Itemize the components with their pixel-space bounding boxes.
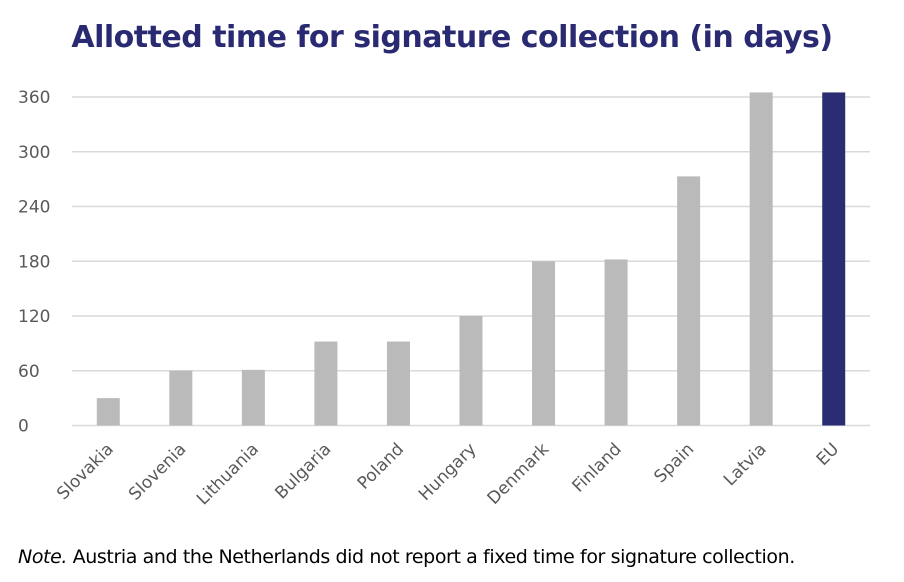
y-tick-label: 60 (18, 362, 40, 382)
y-tick-label: 180 (18, 252, 50, 272)
bar-slovenia (169, 370, 193, 426)
x-tick-label: Bulgaria (271, 439, 335, 503)
note-label: Note. (18, 546, 68, 568)
x-tick-label: Slovenia (125, 439, 190, 504)
y-tick-label: 360 (18, 88, 50, 108)
bar-lithuania (241, 369, 265, 426)
x-tick-label: Hungary (415, 439, 480, 504)
bar-spain (677, 176, 701, 426)
x-tick-label: EU (813, 439, 844, 470)
bar-latvia (749, 92, 773, 426)
y-tick-label: 300 (18, 143, 50, 163)
x-tick-label: Slovakia (53, 439, 118, 504)
bar-eu (822, 92, 846, 426)
bar-hungary (459, 316, 483, 426)
x-tick-label: Denmark (484, 439, 554, 509)
x-tick-label: Latvia (720, 439, 771, 490)
bar-poland (386, 341, 410, 426)
bar-denmark (532, 261, 556, 426)
chart-title: Allotted time for signature collection (… (71, 20, 833, 55)
chart-note: Note. Austria and the Netherlands did no… (18, 546, 795, 568)
bar-finland (604, 259, 628, 426)
x-tick-label: Lithuania (193, 439, 263, 509)
x-tick-label: Poland (354, 439, 408, 493)
x-tick-label: Finland (569, 439, 626, 496)
bar-slovakia (96, 398, 120, 426)
bar-bulgaria (314, 341, 338, 426)
note-text: Austria and the Netherlands did not repo… (67, 546, 796, 568)
y-tick-label: 240 (18, 198, 50, 218)
y-tick-label: 0 (18, 417, 29, 437)
y-tick-label: 120 (18, 307, 50, 327)
x-tick-label: Spain (650, 439, 698, 487)
